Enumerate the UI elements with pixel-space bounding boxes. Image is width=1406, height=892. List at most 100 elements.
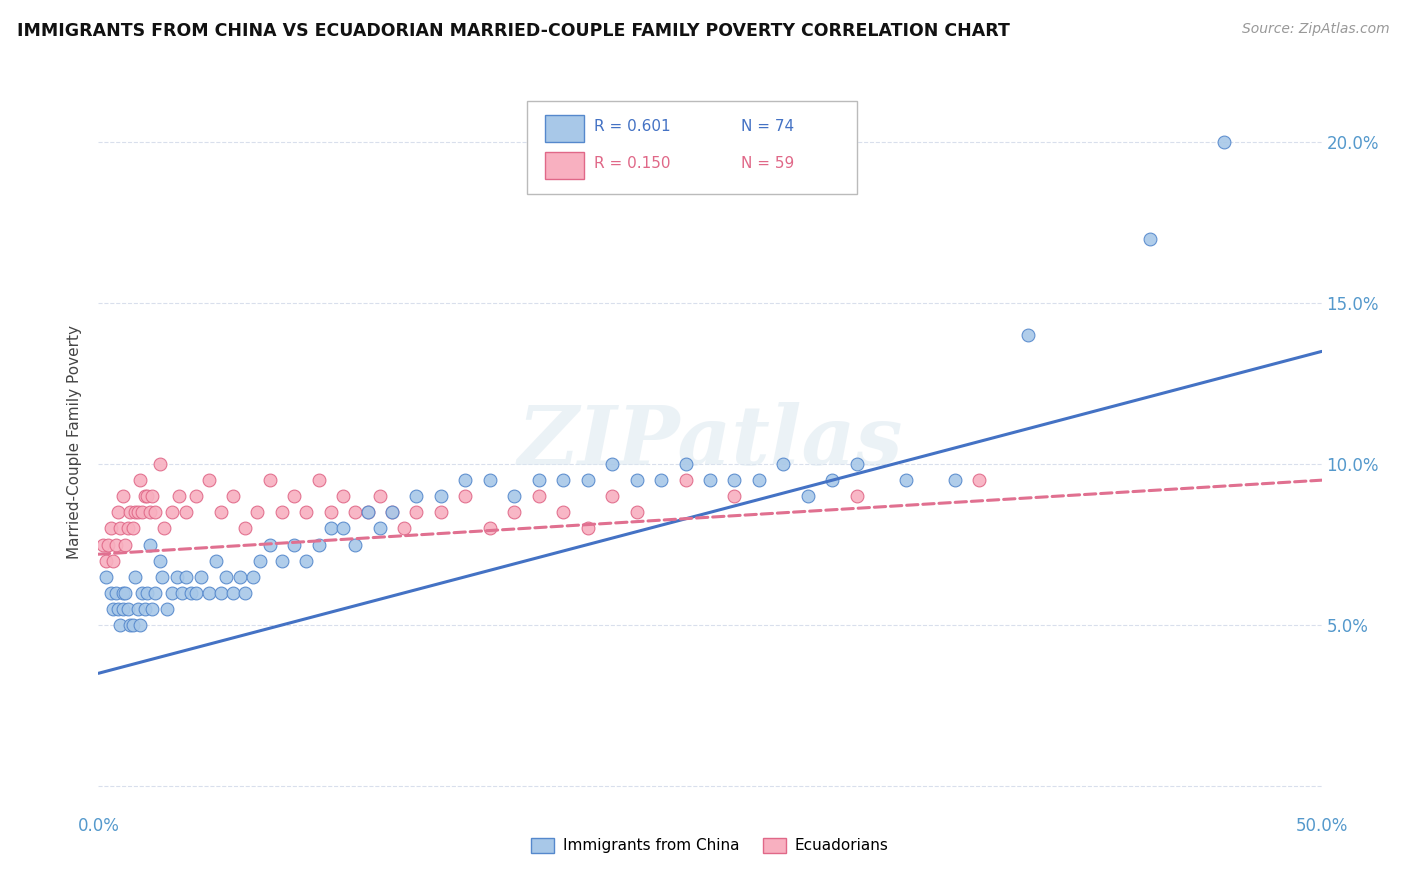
Point (186, 489, 208, 503)
Point (797, 489, 820, 503)
Point (626, 505, 648, 519)
Point (209, 586, 232, 600)
Point (233, 586, 256, 600)
Point (356, 505, 378, 519)
Point (295, 505, 318, 519)
Point (967, 473, 990, 487)
Point (295, 554, 318, 568)
Point (101, 602, 124, 616)
Point (1139, 232, 1161, 246)
Point (229, 570, 252, 584)
Point (332, 489, 354, 503)
Point (149, 457, 172, 471)
Point (553, 505, 575, 519)
Point (527, 489, 550, 503)
Point (110, 618, 132, 632)
Point (111, 489, 134, 503)
Point (107, 602, 129, 616)
Point (120, 618, 142, 632)
Point (131, 586, 153, 600)
Point (149, 554, 172, 568)
Point (134, 602, 156, 616)
Point (214, 570, 236, 584)
Point (139, 537, 162, 551)
Point (381, 505, 404, 519)
Point (94, 554, 117, 568)
Point (270, 505, 294, 519)
Point (111, 586, 134, 600)
Point (319, 505, 342, 519)
Point (111, 602, 134, 616)
Point (176, 570, 198, 584)
Point (368, 521, 391, 535)
Point (894, 473, 917, 487)
Point (626, 473, 648, 487)
Point (121, 521, 143, 535)
Point (91, 537, 114, 551)
Point (180, 586, 202, 600)
Point (190, 570, 212, 584)
Point (97, 537, 120, 551)
Point (110, 521, 132, 535)
Point (222, 489, 245, 503)
Point (153, 521, 176, 535)
Point (167, 489, 190, 503)
Point (134, 489, 156, 503)
Point (381, 505, 404, 519)
Point (120, 505, 142, 519)
Point (1017, 328, 1039, 343)
Point (1212, 135, 1234, 149)
Point (114, 537, 136, 551)
Point (576, 521, 599, 535)
Point (478, 473, 501, 487)
Text: R = 0.601: R = 0.601 (593, 120, 671, 135)
Point (308, 473, 330, 487)
Point (129, 473, 152, 487)
Point (392, 521, 416, 535)
Point (100, 586, 122, 600)
Point (319, 521, 342, 535)
Y-axis label: Married-Couple Family Poverty: Married-Couple Family Poverty (67, 325, 83, 558)
Point (503, 489, 526, 503)
Point (259, 537, 281, 551)
Point (845, 457, 868, 471)
Point (675, 457, 697, 471)
Text: N = 74: N = 74 (741, 120, 794, 135)
Point (242, 570, 264, 584)
Point (129, 618, 152, 632)
Point (356, 505, 378, 519)
Point (527, 473, 550, 487)
Point (308, 537, 330, 551)
FancyBboxPatch shape (526, 101, 856, 194)
Point (209, 505, 232, 519)
FancyBboxPatch shape (546, 115, 583, 142)
Point (943, 473, 966, 487)
Point (222, 586, 245, 600)
Point (170, 586, 193, 600)
Point (600, 489, 623, 503)
Point (233, 521, 256, 535)
Point (117, 602, 139, 616)
Point (197, 586, 219, 600)
Point (430, 505, 453, 519)
Point (156, 602, 179, 616)
Point (136, 489, 159, 503)
Point (124, 505, 146, 519)
Point (141, 602, 163, 616)
Point (344, 505, 367, 519)
Point (259, 473, 281, 487)
Point (723, 473, 745, 487)
Point (723, 489, 745, 503)
FancyBboxPatch shape (546, 152, 583, 178)
Point (332, 521, 354, 535)
Point (845, 489, 868, 503)
Point (101, 554, 124, 568)
Point (104, 537, 127, 551)
Point (576, 473, 599, 487)
Point (454, 473, 477, 487)
Text: IMMIGRANTS FROM CHINA VS ECUADORIAN MARRIED-COUPLE FAMILY POVERTY CORRELATION CH: IMMIGRANTS FROM CHINA VS ECUADORIAN MARR… (17, 22, 1010, 40)
Point (176, 505, 198, 519)
Point (478, 521, 501, 535)
Point (117, 521, 139, 535)
Point (430, 489, 453, 503)
